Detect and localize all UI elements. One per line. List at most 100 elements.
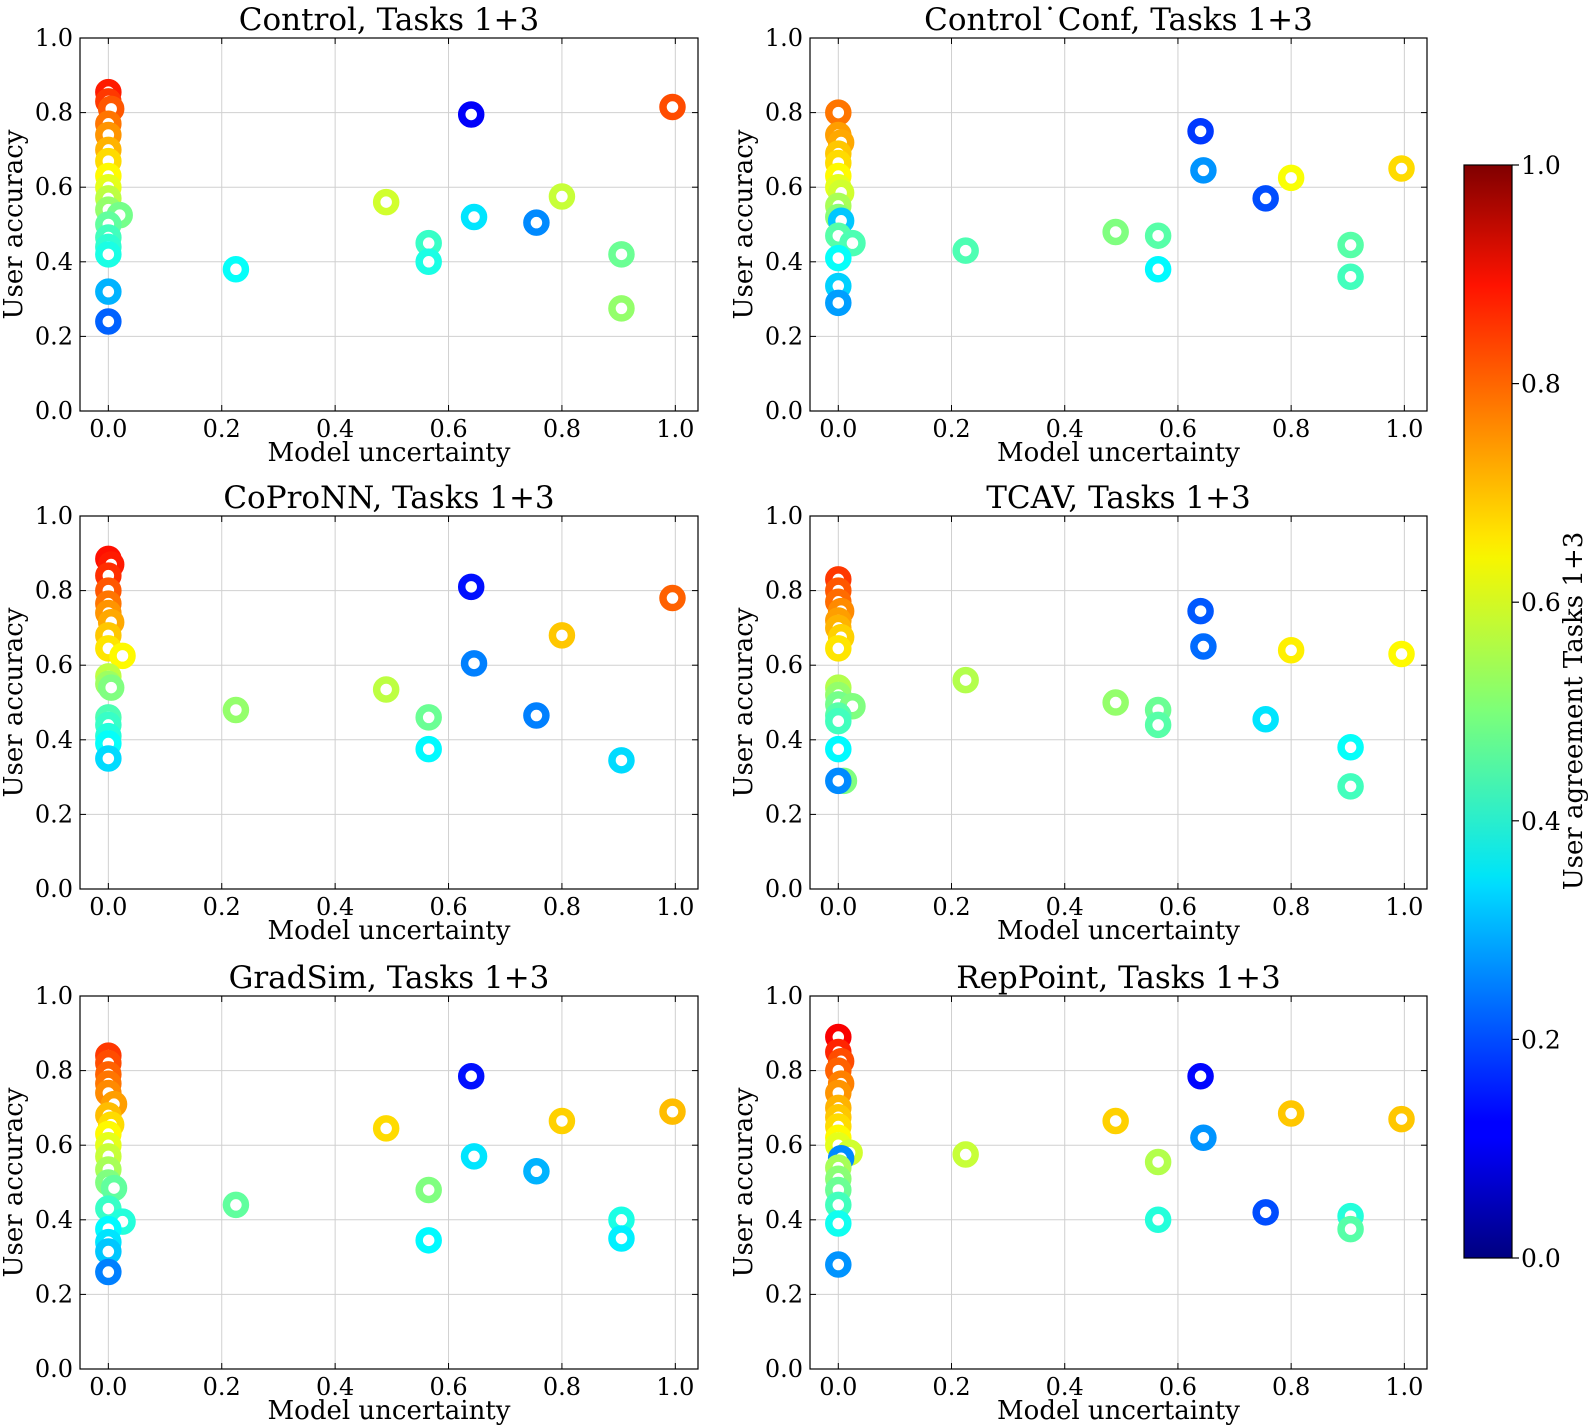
x-axis-label: Model uncertainty — [997, 438, 1240, 468]
tick-labels: 0.0 0.2 0.4 0.6 0.8 1.0 0.0 0.2 0.4 0.6 0.8 1.0 — [35, 982, 698, 1401]
y-tick-label: 0.4 — [765, 726, 803, 754]
y-tick-label: 0.0 — [765, 875, 803, 903]
x-tick-label: 0.8 — [543, 415, 581, 443]
data-point — [825, 1210, 852, 1237]
colorbar-tick-label: 0.2 — [1521, 1025, 1561, 1054]
x-tick-label: 0.4 — [316, 1373, 354, 1401]
data-point — [952, 1141, 979, 1168]
x-tick-label: 0.6 — [1159, 415, 1197, 443]
data-point — [95, 308, 122, 335]
y-axis-label: User accuracy — [729, 1087, 759, 1277]
y-tick-label: 1.0 — [35, 24, 73, 52]
x-tick-label: 1.0 — [1385, 893, 1423, 921]
tick-labels: 0.0 0.2 0.4 0.6 0.8 1.0 0.0 0.2 0.4 0.6 0.8 1.0 — [765, 502, 1427, 921]
data-point — [659, 93, 686, 121]
data-point — [95, 278, 122, 305]
x-tick-label: 0.2 — [932, 1373, 970, 1401]
data-point — [608, 747, 635, 774]
x-axis-label: Model uncertainty — [997, 1396, 1240, 1425]
tick-labels: 0.0 0.2 0.4 0.6 0.8 1.0 0.0 0.2 0.4 0.6 0.8 1.0 — [35, 24, 698, 443]
y-tick-label: 1.0 — [35, 502, 73, 530]
x-tick-label: 0.4 — [316, 415, 354, 443]
y-tick-label: 0.6 — [765, 1131, 803, 1159]
x-tick-label: 1.0 — [656, 415, 694, 443]
data-point — [1144, 222, 1172, 249]
chart-title: Control˙Conf, Tasks 1+3 — [924, 2, 1313, 38]
y-tick-label: 0.8 — [35, 577, 73, 605]
y-tick-label: 0.4 — [35, 726, 73, 754]
x-tick-label: 0.0 — [819, 893, 857, 921]
scatter-panel-1: 0.0 0.2 0.4 0.6 0.8 1.0 0.0 0.2 0.4 0.6 0.8 1.0 Cont… — [0, 2, 699, 468]
data-point — [372, 676, 400, 703]
data-point — [95, 241, 122, 268]
data-point — [825, 735, 852, 763]
data-point — [1102, 689, 1129, 716]
data-point — [1190, 157, 1217, 184]
data-point — [372, 188, 400, 216]
x-tick-label: 0.2 — [203, 893, 241, 921]
data-point — [825, 289, 852, 317]
colorbar-tick-label: 0.0 — [1521, 1244, 1561, 1273]
data-point — [222, 696, 250, 724]
y-axis-label: User accuracy — [0, 129, 29, 319]
x-tick-label: 0.8 — [1272, 893, 1310, 921]
y-tick-label: 0.2 — [35, 800, 73, 828]
data-points — [95, 78, 686, 335]
y-tick-label: 1.0 — [765, 24, 803, 52]
data-points — [825, 1023, 1415, 1278]
data-point — [460, 203, 488, 231]
data-point — [222, 1191, 250, 1219]
data-point — [839, 229, 866, 257]
colorbar-tick-label: 0.6 — [1521, 588, 1561, 617]
x-tick-label: 0.0 — [89, 1373, 127, 1401]
data-point — [1337, 1215, 1364, 1243]
data-point — [1252, 706, 1279, 733]
data-point — [1337, 231, 1364, 259]
colorbar: 0.0 0.2 0.4 0.6 0.8 1.0 User agreement Tasks … — [1463, 151, 1589, 1273]
gridlines — [810, 995, 1427, 1370]
data-point — [415, 248, 442, 276]
x-tick-label: 1.0 — [656, 1373, 694, 1401]
y-tick-label: 0.4 — [765, 1206, 803, 1234]
x-tick-label: 0.4 — [1046, 415, 1084, 443]
data-point — [1102, 1107, 1129, 1135]
data-point — [825, 1251, 852, 1278]
data-point — [608, 1225, 635, 1252]
axes-frame — [809, 995, 1428, 1370]
x-axis-label: Model uncertainty — [268, 916, 511, 946]
data-point — [457, 1062, 485, 1090]
y-tick-label: 0.4 — [765, 248, 803, 276]
data-point — [460, 650, 488, 677]
x-tick-label: 1.0 — [1385, 1373, 1423, 1401]
data-point — [457, 101, 485, 128]
x-tick-label: 0.2 — [932, 893, 970, 921]
tick-labels: 0.0 0.2 0.4 0.6 0.8 1.0 0.0 0.2 0.4 0.6 0.8 1.0 — [35, 502, 698, 921]
y-tick-label: 0.8 — [35, 99, 73, 127]
y-tick-label: 0.8 — [765, 99, 803, 127]
data-point — [1187, 597, 1214, 625]
data-point — [415, 735, 442, 763]
data-point — [109, 642, 136, 670]
y-tick-label: 0.8 — [765, 577, 803, 605]
x-tick-label: 0.8 — [1272, 1373, 1310, 1401]
axes-frame — [79, 995, 699, 1370]
y-axis-label: User accuracy — [0, 1087, 29, 1277]
data-point — [1190, 633, 1217, 660]
scatter-panel-4: 0.0 0.2 0.4 0.6 0.8 1.0 0.0 0.2 0.4 0.6 0.8 1.0 TCAV… — [729, 480, 1428, 946]
y-tick-label: 0.6 — [35, 651, 73, 679]
data-point — [95, 745, 122, 772]
x-tick-label: 0.0 — [89, 415, 127, 443]
y-axis-label: User accuracy — [729, 607, 759, 797]
data-point — [548, 622, 576, 649]
x-axis-label: Model uncertainty — [997, 916, 1240, 946]
axes-frame — [809, 515, 1428, 890]
data-point — [415, 1227, 442, 1254]
axes-frame — [79, 37, 699, 412]
data-point — [1388, 640, 1415, 668]
data-points — [825, 99, 1415, 317]
data-point — [1252, 185, 1279, 212]
y-tick-label: 1.0 — [765, 502, 803, 530]
data-points — [95, 1042, 686, 1286]
x-tick-label: 0.6 — [429, 1373, 467, 1401]
